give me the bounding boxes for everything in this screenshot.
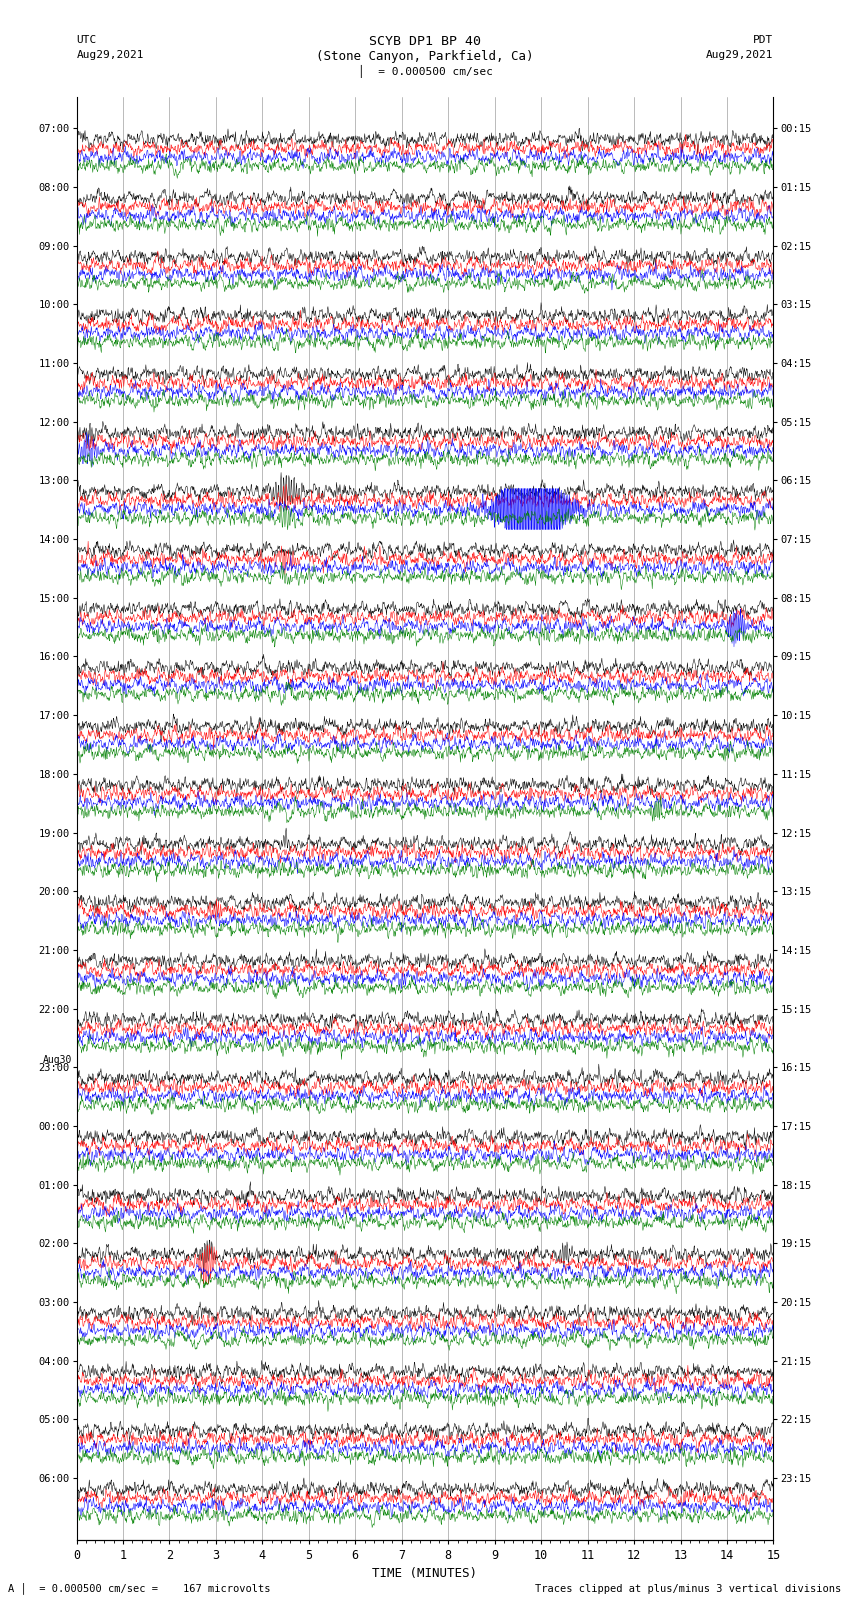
Text: SCYB DP1 BP 40: SCYB DP1 BP 40	[369, 35, 481, 48]
Text: A │  = 0.000500 cm/sec =    167 microvolts: A │ = 0.000500 cm/sec = 167 microvolts	[8, 1582, 271, 1594]
Text: Aug30: Aug30	[42, 1055, 72, 1065]
X-axis label: TIME (MINUTES): TIME (MINUTES)	[372, 1566, 478, 1579]
Text: Aug29,2021: Aug29,2021	[76, 50, 144, 60]
Text: PDT: PDT	[753, 35, 774, 45]
Text: │  = 0.000500 cm/sec: │ = 0.000500 cm/sec	[358, 65, 492, 77]
Text: Traces clipped at plus/minus 3 vertical divisions: Traces clipped at plus/minus 3 vertical …	[536, 1584, 842, 1594]
Text: Aug29,2021: Aug29,2021	[706, 50, 774, 60]
Text: (Stone Canyon, Parkfield, Ca): (Stone Canyon, Parkfield, Ca)	[316, 50, 534, 63]
Text: UTC: UTC	[76, 35, 97, 45]
